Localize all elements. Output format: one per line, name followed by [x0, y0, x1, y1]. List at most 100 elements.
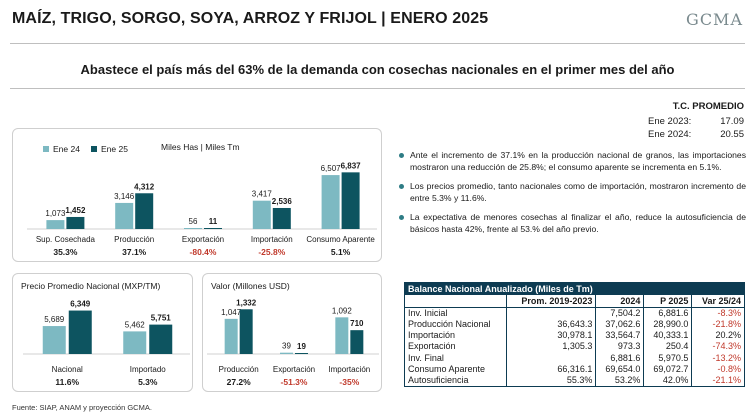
- balance-cell: 55.3%: [506, 374, 596, 387]
- data-label: 11: [209, 217, 218, 226]
- data-label: 1,047: [221, 308, 242, 317]
- data-label: 6,349: [70, 300, 91, 309]
- balance-cell: 69,654.0: [595, 363, 644, 375]
- bar: [321, 175, 340, 229]
- data-label: 56: [189, 217, 198, 226]
- change-label: -80.4%: [190, 247, 217, 257]
- change-label: 27.2%: [227, 377, 252, 387]
- source-note: Fuente: SIAP, ANAM y proyección GCMA.: [12, 403, 152, 412]
- change-label: -51.3%: [281, 377, 308, 387]
- balance-header-row: Prom. 2019-2023 2024 P 2025 Var 25/24: [405, 295, 744, 308]
- value-chart-panel: Valor (Millones USD) 1,047 1,332 Producción…: [202, 273, 382, 392]
- change-label: 35.3%: [53, 247, 78, 257]
- mid-divider: [10, 88, 745, 89]
- balance-cell: 37,062.6: [595, 319, 644, 331]
- category-label: Producción: [114, 235, 154, 244]
- summary-bullet: Ante el incremento de 37.1% en la produc…: [398, 150, 746, 173]
- balance-row: Inv. Inicial 7,504.2 6,881.6 -8.3%: [405, 307, 744, 319]
- exchange-rate-label: Ene 2023:: [648, 116, 692, 127]
- data-label: 1,452: [65, 206, 86, 215]
- category-label: Exportación: [273, 365, 315, 374]
- data-label: 39: [282, 342, 291, 351]
- bar: [341, 172, 360, 229]
- bar: [272, 207, 291, 229]
- balance-row: Autosuficiencia 55.3% 53.2% 42.0% -21.1%: [405, 374, 744, 387]
- change-label: 5.1%: [331, 247, 351, 257]
- headline: Abastece el país más del 63% de la deman…: [80, 62, 675, 77]
- category-label: Sup. Cosechada: [36, 235, 96, 244]
- category-label: Producción: [219, 365, 259, 374]
- exchange-rate-label: Ene 2024:: [648, 129, 692, 140]
- balance-cell: [506, 352, 596, 364]
- balance-cell: 36,643.3: [506, 319, 596, 331]
- balance-row-label: Exportación: [408, 341, 456, 352]
- data-label: 1,332: [236, 298, 257, 307]
- price-chart: Precio Promedio Nacional (MXP/TM) 5,689 6,…: [21, 281, 190, 387]
- bar: [350, 330, 364, 354]
- volume-chart: Miles Has | Miles Tm Ene 24 Ene 25 1,073 1,4…: [27, 142, 377, 257]
- bar: [42, 326, 66, 354]
- balance-cell: -13.2%: [691, 352, 744, 364]
- balance-cell: 973.3: [595, 341, 644, 353]
- balance-row: Consumo Aparente 66,316.1 69,654.0 69,072.7…: [405, 363, 744, 375]
- data-label: 5,462: [125, 320, 146, 329]
- category-label: Nacional: [52, 365, 83, 374]
- legend-swatch: [91, 146, 97, 152]
- change-label: 5.3%: [138, 377, 158, 387]
- balance-header-cell: [405, 295, 507, 308]
- bar: [115, 202, 134, 229]
- balance-cell: 6,881.6: [643, 307, 692, 319]
- volume-chart-panel: Miles Has | Miles Tm Ene 24 Ene 25 1,073 1,4…: [12, 128, 382, 262]
- balance-cell: -74.3%: [691, 341, 744, 353]
- balance-cell: 5,970.5: [643, 352, 692, 364]
- balance-cell: -21.8%: [691, 319, 744, 331]
- data-label: 2,536: [272, 197, 293, 206]
- data-label: 5,689: [44, 315, 65, 324]
- balance-row: Producción Nacional 36,643.3 37,062.6 28,99…: [405, 319, 744, 331]
- data-label: 5,751: [151, 314, 172, 323]
- price-chart-panel: Precio Promedio Nacional (MXP/TM) 5,689 6,…: [12, 273, 193, 392]
- balance-cell: 66,316.1: [506, 363, 596, 375]
- balance-row-label: Importación: [408, 330, 456, 341]
- data-label: 4,312: [134, 182, 155, 191]
- data-label: 6,507: [321, 164, 342, 173]
- data-label: 710: [350, 319, 364, 328]
- bar: [68, 310, 92, 354]
- data-label: 1,092: [332, 306, 353, 315]
- category-label: Exportación: [182, 235, 224, 244]
- bar: [239, 309, 253, 354]
- balance-row-label: Autosuficiencia: [408, 375, 469, 386]
- exchange-rate-value: 17.09: [720, 116, 744, 127]
- bar: [224, 318, 238, 354]
- bar: [149, 324, 173, 354]
- legend-label: Ene 25: [101, 144, 128, 154]
- balance-table: Balance Nacional Anualizado (Miles de Tm…: [404, 282, 745, 388]
- exchange-rate-row: Ene 2023: 17.09: [648, 115, 744, 128]
- balance-cell: 6,881.6: [595, 352, 644, 364]
- data-label: 19: [297, 342, 306, 351]
- change-label: 11.6%: [55, 377, 79, 387]
- legend-swatch: [43, 146, 49, 152]
- data-label: 3,417: [252, 190, 273, 199]
- balance-row: Importación 30,978.1 33,564.7 40,333.1 20.2%: [405, 330, 744, 342]
- legend-label: Ene 24: [53, 144, 80, 154]
- balance-header-cell: P 2025: [643, 295, 692, 308]
- balance-cell: 40,333.1: [643, 330, 692, 342]
- balance-cell: 30,978.1: [506, 330, 596, 342]
- chart-title: Precio Promedio Nacional (MXP/TM): [21, 281, 161, 291]
- balance-cell: -21.1%: [691, 374, 744, 387]
- category-label: Importación: [328, 365, 370, 374]
- balance-cell: 250.4: [643, 341, 692, 353]
- change-label: -35%: [339, 377, 359, 387]
- data-label: 3,146: [114, 192, 135, 201]
- top-divider: [10, 43, 745, 44]
- bar: [46, 220, 65, 229]
- balance-cell: 28,990.0: [643, 319, 692, 331]
- balance-row: Exportación 1,305.3 973.3 250.4 -74.3%: [405, 341, 744, 353]
- bar: [66, 216, 85, 229]
- balance-header-cell: Prom. 2019-2023: [506, 295, 596, 308]
- data-label: 6,837: [341, 161, 362, 170]
- balance-header-cell: 2024: [595, 295, 644, 308]
- exchange-rate-title: T.C. PROMEDIO: [672, 101, 744, 112]
